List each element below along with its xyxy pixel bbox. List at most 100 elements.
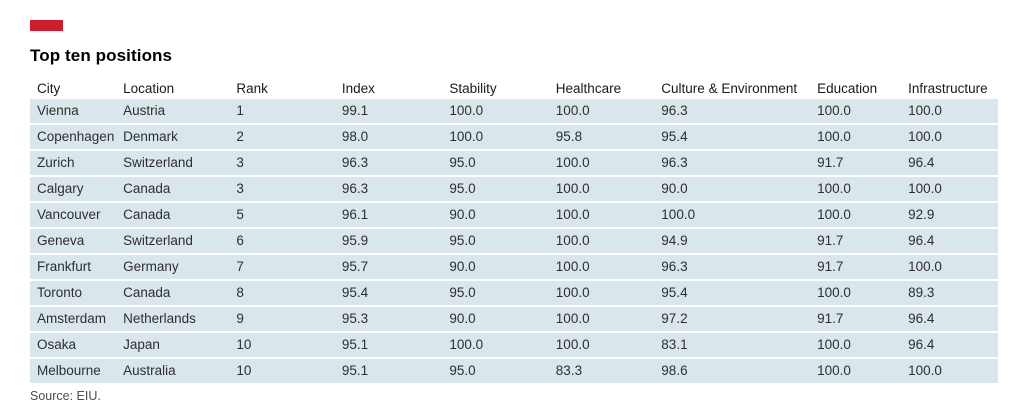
table-cell: 100.0 <box>817 103 851 119</box>
table-cell: 96.3 <box>661 259 688 275</box>
table-row: Vancouver Canada 5 96.1 90.0 100.0 100.0 100.0 9… <box>30 203 998 227</box>
table-cell: Switzerland <box>123 155 193 171</box>
table-header-row: City Location Rank Index Stability Healthcare… <box>30 78 998 99</box>
table-cell: 3 <box>236 155 244 171</box>
table-row: Calgary Canada 3 96.3 95.0 100.0 90.0 100.0 100.… <box>30 177 998 201</box>
table-cell: 5 <box>236 207 244 223</box>
table-cell: Japan <box>123 337 160 353</box>
table-cell: 100.0 <box>817 129 851 145</box>
table-cell: 9 <box>236 311 244 327</box>
table-cell: 95.4 <box>341 285 369 301</box>
header-cell: Location <box>123 80 175 96</box>
table-cell: 100.0 <box>449 103 484 119</box>
table-cell: 100.0 <box>817 363 851 379</box>
header-cell: Education <box>817 80 878 96</box>
table-cell: 89.3 <box>908 285 935 301</box>
rankings-table: City Location Rank Index Stability Healthcare… <box>30 78 998 385</box>
table-cell: 95.0 <box>449 181 476 197</box>
table-cell: Vienna <box>37 103 79 119</box>
table-cell: 2 <box>236 129 244 145</box>
table-cell: 96.4 <box>908 311 935 327</box>
table-cell: 3 <box>236 181 244 197</box>
table-cell: 95.1 <box>341 337 369 353</box>
table-cell: 98.0 <box>341 129 369 145</box>
table-row: Zurich Switzerland 3 96.3 95.0 100.0 96.3 91.7 9… <box>30 151 998 175</box>
table-cell: Copenhagen <box>37 129 115 145</box>
table-cell: 91.7 <box>817 233 844 249</box>
table-cell: Calgary <box>37 181 84 197</box>
table-cell: 96.3 <box>661 103 688 119</box>
table-cell: 1 <box>236 103 244 119</box>
header-cell: Culture & Environment <box>661 80 798 96</box>
source-note: Source: EIU. <box>30 389 101 403</box>
table-cell: Denmark <box>123 129 178 145</box>
table-cell: 100.0 <box>817 285 851 301</box>
table-cell: Netherlands <box>123 311 196 327</box>
table-cell: 100.0 <box>661 207 696 223</box>
table-cell: 98.6 <box>661 363 688 379</box>
table-cell: 100.0 <box>908 259 942 275</box>
table-cell: 83.3 <box>555 363 583 379</box>
table-cell: Australia <box>123 363 176 379</box>
table-cell: 92.9 <box>908 207 935 223</box>
table-cell: Germany <box>123 259 179 275</box>
table-cell: 100.0 <box>449 129 484 145</box>
table-cell: Geneva <box>37 233 85 249</box>
table-cell: 95.9 <box>341 233 369 249</box>
table-cell: 96.4 <box>908 337 935 353</box>
table-row: Vienna Austria 1 99.1 100.0 100.0 96.3 100.0 100… <box>30 99 998 123</box>
table-cell: 100.0 <box>555 181 590 197</box>
header-cell: Stability <box>449 80 497 96</box>
table-cell: Vancouver <box>37 207 101 223</box>
table-cell: 95.8 <box>555 129 583 145</box>
table-cell: Amsterdam <box>37 311 107 327</box>
table-cell: 100.0 <box>555 207 590 223</box>
table-cell: 100.0 <box>449 337 484 353</box>
table-row: Frankfurt Germany 7 95.7 90.0 100.0 96.3 91.7 10… <box>30 255 998 279</box>
table-row: Amsterdam Netherlands 9 95.3 90.0 100.0 97.2 91… <box>30 307 998 331</box>
table-row: Melbourne Australia 10 95.1 95.0 83.3 98.6 100.… <box>30 359 998 383</box>
table-cell: 95.0 <box>449 233 476 249</box>
header-cell: Rank <box>236 80 268 96</box>
table-cell: 94.9 <box>661 233 688 249</box>
table-cell: Melbourne <box>37 363 101 379</box>
table-row: Toronto Canada 8 95.4 95.0 100.0 95.4 100.0 89.3 <box>30 281 998 305</box>
table-cell: 90.0 <box>449 207 476 223</box>
header-cell: Index <box>341 80 375 96</box>
table-cell: 6 <box>236 233 244 249</box>
table-cell: 8 <box>236 285 244 301</box>
table-cell: 95.4 <box>661 129 688 145</box>
table-row: Geneva Switzerland 6 95.9 95.0 100.0 94.9 91.7 9… <box>30 229 998 253</box>
table-cell: 90.0 <box>449 311 476 327</box>
table-cell: 100.0 <box>555 337 590 353</box>
table-cell: 95.0 <box>449 285 476 301</box>
table-cell: 7 <box>236 259 244 275</box>
table-cell: Frankfurt <box>37 259 92 275</box>
table-cell: 96.3 <box>341 181 369 197</box>
table-cell: 91.7 <box>817 311 844 327</box>
table-cell: 100.0 <box>555 311 590 327</box>
table-cell: 100.0 <box>555 233 590 249</box>
table-cell: 91.7 <box>817 155 844 171</box>
table-cell: 96.4 <box>908 233 935 249</box>
table-cell: 10 <box>236 337 252 353</box>
table-cell: 90.0 <box>449 259 476 275</box>
header-cell: Healthcare <box>555 80 622 96</box>
table-cell: 100.0 <box>908 181 942 197</box>
table-cell: 97.2 <box>661 311 688 327</box>
table-cell: 100.0 <box>817 181 851 197</box>
table-cell: 95.7 <box>341 259 369 275</box>
table-cell: 100.0 <box>555 259 590 275</box>
table-cell: Zurich <box>37 155 75 171</box>
table-cell: 100.0 <box>555 103 590 119</box>
table-cell: 96.4 <box>908 155 935 171</box>
table-cell: 83.1 <box>661 337 688 353</box>
page-title: Top ten positions <box>30 46 173 65</box>
table-cell: Toronto <box>37 285 83 301</box>
table-row: Osaka Japan 10 95.1 100.0 100.0 83.1 100.0 96.4 <box>30 333 998 357</box>
table-cell: 100.0 <box>908 103 942 119</box>
table-cell: 96.3 <box>341 155 369 171</box>
table-cell: Austria <box>123 103 166 119</box>
table-cell: Canada <box>123 207 171 223</box>
